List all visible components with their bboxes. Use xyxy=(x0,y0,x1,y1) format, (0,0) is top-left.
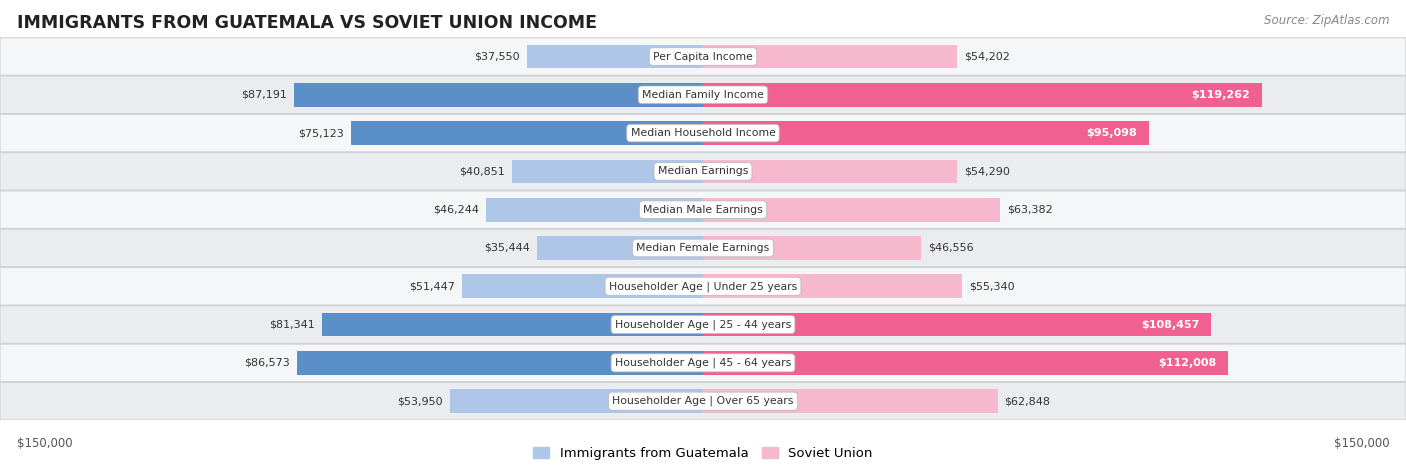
Text: $108,457: $108,457 xyxy=(1142,319,1199,330)
Text: $75,123: $75,123 xyxy=(298,128,344,138)
Bar xyxy=(703,160,957,183)
Text: $46,556: $46,556 xyxy=(928,243,974,253)
Text: $150,000: $150,000 xyxy=(17,437,73,450)
Text: $62,848: $62,848 xyxy=(1004,396,1050,406)
Bar xyxy=(703,351,1227,375)
Bar xyxy=(463,275,703,298)
FancyBboxPatch shape xyxy=(0,268,1406,305)
FancyBboxPatch shape xyxy=(0,76,1406,113)
Bar xyxy=(486,198,703,221)
Bar xyxy=(297,351,703,375)
Text: IMMIGRANTS FROM GUATEMALA VS SOVIET UNION INCOME: IMMIGRANTS FROM GUATEMALA VS SOVIET UNIO… xyxy=(17,14,598,32)
Text: Householder Age | 25 - 44 years: Householder Age | 25 - 44 years xyxy=(614,319,792,330)
Bar xyxy=(352,121,703,145)
Text: Source: ZipAtlas.com: Source: ZipAtlas.com xyxy=(1264,14,1389,27)
Text: Median Male Earnings: Median Male Earnings xyxy=(643,205,763,215)
Bar xyxy=(294,83,703,106)
Text: Householder Age | Under 25 years: Householder Age | Under 25 years xyxy=(609,281,797,291)
Bar xyxy=(512,160,703,183)
Text: $46,244: $46,244 xyxy=(433,205,479,215)
FancyBboxPatch shape xyxy=(0,344,1406,382)
FancyBboxPatch shape xyxy=(0,382,1406,420)
Bar xyxy=(703,121,1149,145)
FancyBboxPatch shape xyxy=(0,153,1406,190)
Text: $35,444: $35,444 xyxy=(484,243,530,253)
Text: Median Household Income: Median Household Income xyxy=(630,128,776,138)
Bar xyxy=(703,236,921,260)
Text: $51,447: $51,447 xyxy=(409,281,456,291)
Text: $55,340: $55,340 xyxy=(969,281,1015,291)
Text: $53,950: $53,950 xyxy=(398,396,443,406)
Text: Median Family Income: Median Family Income xyxy=(643,90,763,100)
Text: $81,341: $81,341 xyxy=(269,319,315,330)
Text: $150,000: $150,000 xyxy=(1333,437,1389,450)
FancyBboxPatch shape xyxy=(0,114,1406,152)
Text: $112,008: $112,008 xyxy=(1159,358,1216,368)
Text: Householder Age | 45 - 64 years: Householder Age | 45 - 64 years xyxy=(614,358,792,368)
FancyBboxPatch shape xyxy=(0,306,1406,343)
Text: $63,382: $63,382 xyxy=(1007,205,1053,215)
Bar xyxy=(703,275,962,298)
Bar xyxy=(537,236,703,260)
Text: $37,550: $37,550 xyxy=(474,51,520,62)
Text: $40,851: $40,851 xyxy=(458,166,505,177)
Text: $54,290: $54,290 xyxy=(965,166,1011,177)
Text: Householder Age | Over 65 years: Householder Age | Over 65 years xyxy=(612,396,794,406)
Text: $87,191: $87,191 xyxy=(242,90,287,100)
Bar xyxy=(703,45,957,68)
Text: $119,262: $119,262 xyxy=(1191,90,1250,100)
Text: Per Capita Income: Per Capita Income xyxy=(652,51,754,62)
Text: $86,573: $86,573 xyxy=(245,358,290,368)
Bar xyxy=(527,45,703,68)
Legend: Immigrants from Guatemala, Soviet Union: Immigrants from Guatemala, Soviet Union xyxy=(533,447,873,460)
Bar xyxy=(322,313,703,336)
Bar xyxy=(703,389,997,413)
FancyBboxPatch shape xyxy=(0,191,1406,228)
Text: $95,098: $95,098 xyxy=(1087,128,1137,138)
Text: $54,202: $54,202 xyxy=(965,51,1010,62)
Bar xyxy=(703,198,1000,221)
FancyBboxPatch shape xyxy=(0,229,1406,267)
Bar xyxy=(703,313,1212,336)
Text: Median Female Earnings: Median Female Earnings xyxy=(637,243,769,253)
Text: Median Earnings: Median Earnings xyxy=(658,166,748,177)
Bar xyxy=(703,83,1263,106)
Bar xyxy=(450,389,703,413)
FancyBboxPatch shape xyxy=(0,38,1406,75)
